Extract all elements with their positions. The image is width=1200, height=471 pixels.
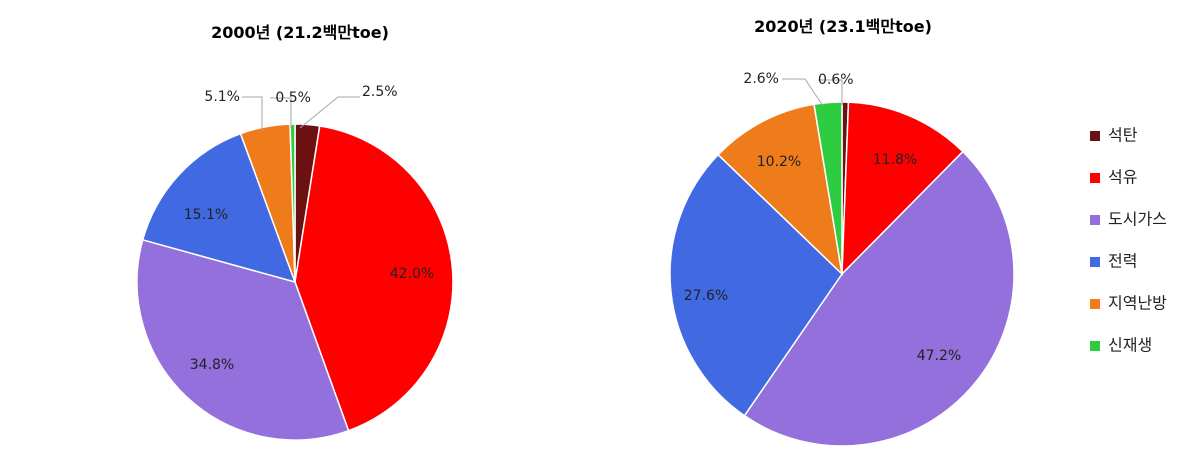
legend-swatch-oil <box>1090 173 1100 183</box>
leader-line-2000-renewable <box>270 97 292 128</box>
legend-label-city-gas: 도시가스 <box>1108 210 1167 229</box>
data-label-2020-district-heating: 10.2% <box>757 154 801 170</box>
slice-2000-city-gas <box>136 238 350 441</box>
data-label-2020-city-gas: 47.2% <box>917 348 961 364</box>
slice-2020-electricity <box>669 153 843 417</box>
chart-title-2020: 2020년 (23.1백만toe) <box>754 17 932 36</box>
slice-2000-renewable <box>289 123 296 283</box>
data-label-2000-electricity: 15.1% <box>184 207 228 223</box>
slice-2020-oil <box>841 101 964 276</box>
legend-label-district-heating: 지역난방 <box>1108 294 1167 313</box>
slice-2020-district-heating <box>717 103 844 277</box>
data-label-2020-renewable: 2.6% <box>743 71 779 87</box>
data-label-2000-city-gas: 34.8% <box>190 357 234 373</box>
leader-line-2020-renewable <box>782 78 824 107</box>
leader-line-2000-district-heating <box>242 96 263 131</box>
legend-swatch-district-heating <box>1090 299 1100 309</box>
legend-swatch-electricity <box>1090 257 1100 267</box>
data-label-2000-renewable: 0.5% <box>275 90 311 106</box>
data-label-2000-coal: 2.5% <box>362 84 398 100</box>
data-label-2000-oil: 42.0% <box>390 266 434 282</box>
legend-label-renewable: 신재생 <box>1108 336 1152 355</box>
data-label-2020-electricity: 27.6% <box>684 288 728 304</box>
slice-2000-oil <box>294 125 454 432</box>
slice-2000-electricity <box>141 132 297 284</box>
legend-swatch-coal <box>1090 131 1100 141</box>
legend-label-electricity: 전력 <box>1108 252 1137 271</box>
data-label-2020-coal: 0.6% <box>818 72 854 88</box>
chart-title-2000: 2000년 (21.2백만toe) <box>211 23 389 42</box>
legend-swatch-renewable <box>1090 341 1100 351</box>
pies-group: 2.5% 42.0% 34.8% 15.1% 5.1% 0.5% 0.6% 11.8% 47.2… <box>136 71 1015 447</box>
legend-swatch-city-gas <box>1090 215 1100 225</box>
data-label-2020-oil: 11.8% <box>873 152 917 168</box>
data-label-2000-district-heating: 5.1% <box>204 89 240 105</box>
legend-label-oil: 석유 <box>1108 168 1137 187</box>
leader-line-2020-coal <box>818 79 843 105</box>
legend-label-coal: 석탄 <box>1108 126 1138 145</box>
leader-line-2000-coal <box>299 96 360 129</box>
slice-2020-city-gas <box>743 150 1015 447</box>
